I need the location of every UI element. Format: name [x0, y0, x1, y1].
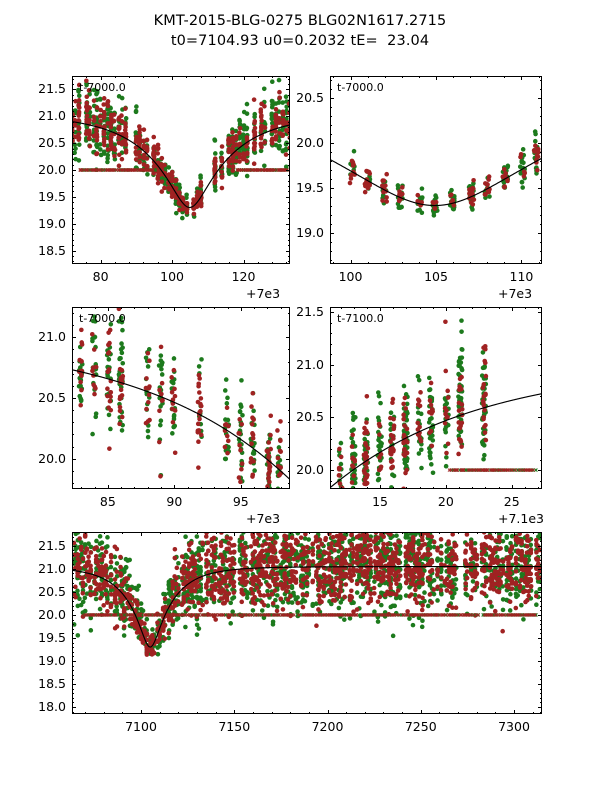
panel-bottom-ytick-18.5: 18.5 — [38, 676, 66, 692]
panel-top-right-ytick-20.0: 20.0 — [296, 135, 324, 151]
panel-top-right-ytick-19.5: 19.5 — [296, 179, 324, 195]
panel-bottom-ytick-18.0: 18.0 — [38, 699, 66, 715]
panel-top-right-xtick-110: 110 — [509, 269, 534, 284]
panel-top-left-time-annotation: t-7000.0 — [79, 81, 126, 94]
panel-bottom-ytick-20.5: 20.5 — [38, 583, 66, 599]
panel-mid-left-xtick-85: 85 — [99, 494, 116, 509]
title-line-2: t0=7104.93 u0=0.2032 tE= 23.04 — [170, 32, 430, 49]
panel-top-right-x-offset-label: +7e3 — [498, 286, 533, 301]
panel-bottom-plot-area — [72, 532, 542, 714]
panel-mid-right-xtick-15: 15 — [372, 494, 388, 509]
panel-top-left-x-offset-label: +7e3 — [246, 286, 281, 301]
panel-bottom-xtick-7300: 7300 — [498, 719, 530, 734]
panel-top-left: t-7000.0 — [72, 76, 290, 264]
panel-top-left-ytick-20.5: 20.5 — [38, 135, 66, 151]
panel-bottom-ytick-19.5: 19.5 — [38, 629, 66, 645]
panel-mid-left-plot-area — [72, 307, 290, 489]
panel-mid-left-xtick-95: 95 — [232, 494, 249, 509]
panel-mid-right-ytick-21.0: 21.0 — [296, 356, 324, 372]
panel-mid-right-ytick-20.0: 20.0 — [296, 462, 324, 478]
panel-top-left-xtick-120: 120 — [231, 269, 256, 284]
panel-bottom-ytick-21.0: 21.0 — [38, 560, 66, 576]
panel-mid-right-plot-area — [330, 307, 542, 489]
panel-mid-left-ytick-20.5: 20.5 — [38, 390, 66, 405]
panel-top-left-ytick-21.5: 21.5 — [38, 81, 66, 97]
panel-top-left-ytick-21.0: 21.0 — [38, 108, 66, 124]
panel-bottom-xtick-7250: 7250 — [404, 719, 437, 734]
panel-mid-left-ytick-21.0: 21.0 — [38, 329, 66, 345]
panel-mid-right: t-7100.0 — [330, 307, 542, 489]
panel-top-right-ytick-20.5: 20.5 — [296, 90, 324, 106]
title-line-1: KMT-2015-BLG-0275 BLG02N1617.2715 — [153, 13, 447, 29]
panel-top-right-time-annotation: t-7000.0 — [337, 81, 384, 94]
panel-mid-left-time-annotation: t-7000.0 — [79, 312, 126, 325]
figure-title: KMT-2015-BLG-0275 BLG02N1617.2715 t0=710… — [0, 12, 600, 51]
panel-mid-right-xtick-25: 25 — [503, 494, 520, 509]
panel-top-left-xtick-100: 100 — [160, 269, 184, 284]
panel-mid-left-ytick-20.0: 20.0 — [38, 450, 66, 466]
panel-mid-left-x-offset-label: +7e3 — [246, 511, 281, 526]
panel-bottom-xtick-7100: 7100 — [125, 719, 157, 734]
panel-top-right: t-7000.0 — [330, 76, 542, 264]
panel-top-right-ytick-19.0: 19.0 — [296, 224, 324, 240]
panel-top-right-plot-area — [330, 76, 542, 264]
panel-top-left-plot-area — [72, 76, 290, 264]
panel-mid-left-xtick-90: 90 — [166, 494, 183, 509]
panel-top-left-ytick-20.0: 20.0 — [38, 162, 66, 177]
panel-mid-right-ytick-21.5: 21.5 — [296, 304, 324, 320]
panel-top-left-ytick-19.0: 19.0 — [38, 215, 66, 231]
panel-mid-right-xtick-20: 20 — [437, 494, 454, 509]
panel-mid-right-ytick-20.5: 20.5 — [296, 409, 324, 425]
panel-top-left-ytick-18.5: 18.5 — [38, 242, 66, 258]
panel-mid-right-x-offset-label: +7.1e3 — [498, 511, 544, 526]
panel-top-left-xtick-80: 80 — [92, 269, 109, 284]
panel-mid-right-time-annotation: t-7100.0 — [337, 312, 384, 325]
panel-top-right-xtick-100: 100 — [338, 269, 363, 284]
panel-top-left-ytick-19.5: 19.5 — [38, 188, 66, 204]
panel-bottom-ytick-20.0: 20.0 — [38, 606, 66, 622]
panel-top-right-xtick-105: 105 — [424, 269, 448, 284]
panel-bottom-xtick-7200: 7200 — [311, 719, 344, 734]
panel-bottom — [72, 532, 542, 714]
panel-bottom-ytick-21.5: 21.5 — [38, 537, 66, 553]
panel-bottom-ytick-19.0: 19.0 — [38, 653, 66, 668]
panel-bottom-xtick-7150: 7150 — [218, 719, 251, 734]
